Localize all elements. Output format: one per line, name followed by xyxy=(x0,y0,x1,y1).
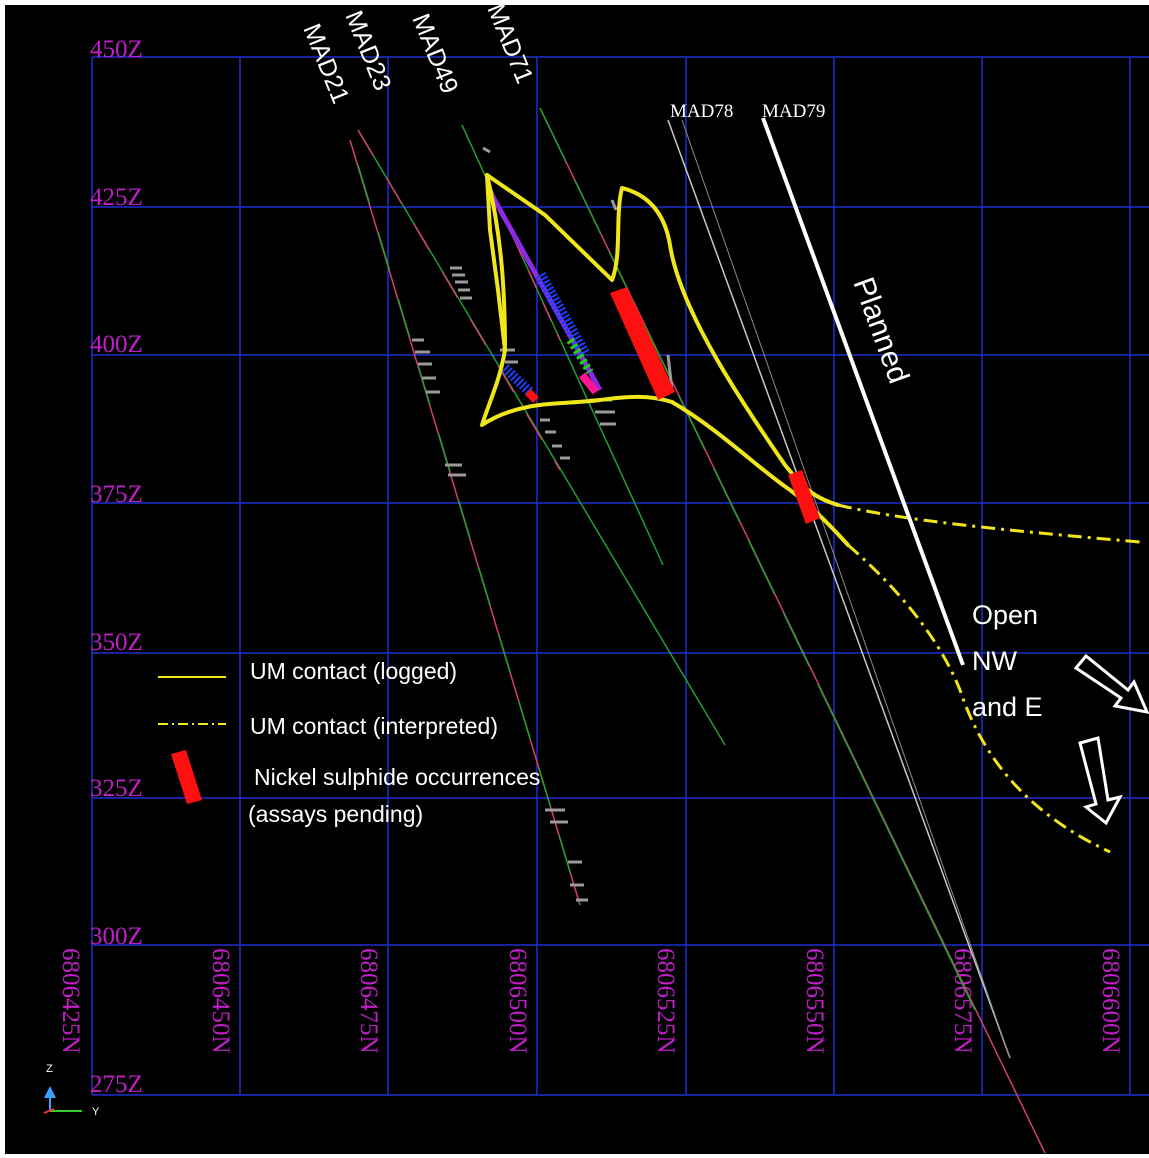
legend-nickel-swatch xyxy=(171,750,202,804)
drillhole-trace-mad79 xyxy=(681,119,1011,1059)
elevation-label-325z: 325Z xyxy=(90,775,143,802)
open-note-line2: NW xyxy=(972,646,1017,676)
drillhole-label-mad78: MAD78 xyxy=(670,101,733,122)
canvas-background xyxy=(5,5,1149,1154)
northing-label-6806425n: 6806425N xyxy=(57,948,84,1054)
drillhole-traces xyxy=(349,107,1046,1154)
elevation-label-450z: 450Z xyxy=(90,36,143,63)
elevation-label-375z: 375Z xyxy=(90,481,143,508)
elevation-label-300z: 300Z xyxy=(90,923,143,950)
legend-interpreted-label: UM contact (interpreted) xyxy=(250,713,498,739)
nickel-occurrence-east xyxy=(788,470,820,524)
northing-label-6806475n: 6806475N xyxy=(355,948,382,1054)
elevation-label-425z: 425Z xyxy=(90,184,143,211)
drillhole-label-mad79: MAD79 xyxy=(762,101,825,122)
elevation-label-275z: 275Z xyxy=(90,1071,143,1098)
sample-interval-mad49 xyxy=(485,186,603,403)
elevation-labels: 450Z 425Z 400Z 375Z 350Z 325Z 300Z 275Z xyxy=(90,36,143,1098)
northing-label-6806500n: 6806500N xyxy=(504,948,531,1054)
northing-label-6806525n: 6806525N xyxy=(652,948,679,1054)
northing-label-6806450n: 6806450N xyxy=(207,948,234,1054)
planned-hole xyxy=(761,117,965,666)
elevation-label-350z: 350Z xyxy=(90,629,143,656)
um-contact-interpreted xyxy=(837,503,1141,854)
nickel-sulphide-occurrences xyxy=(610,287,820,524)
legend: UM contact (logged) UM contact (interpre… xyxy=(158,658,540,827)
axis-triad-y-label: Y xyxy=(92,1106,100,1118)
legend-logged-label: UM contact (logged) xyxy=(250,658,457,684)
um-contact-logged xyxy=(480,173,850,547)
northing-label-6806600n: 6806600N xyxy=(1097,948,1124,1054)
axis-triad-z-label: Z xyxy=(46,1063,53,1075)
open-note-line3: and E xyxy=(972,692,1043,722)
direction-arrows xyxy=(1073,653,1149,826)
northing-label-6806550n: 6806550N xyxy=(801,948,828,1054)
nickel-occurrence-main xyxy=(610,287,675,400)
drillhole-labels-collar: MAD78 MAD79 xyxy=(670,101,825,122)
legend-nickel-sublabel: (assays pending) xyxy=(248,801,423,827)
elevation-label-400z: 400Z xyxy=(90,331,143,358)
arrow-east-icon xyxy=(1073,653,1149,714)
assay-marks xyxy=(412,146,674,902)
legend-nickel-label: Nickel sulphide occurrences xyxy=(254,764,540,790)
open-note-line1: Open xyxy=(972,600,1038,630)
axis-triad: Z Y xyxy=(43,1063,100,1118)
drillhole-trace-mad78 xyxy=(667,119,1011,1059)
arrow-down-icon xyxy=(1078,736,1123,826)
open-note: Open NW and E xyxy=(972,600,1043,722)
northing-labels: 6806425N 6806450N 6806475N 6806500N 6806… xyxy=(57,948,1124,1054)
